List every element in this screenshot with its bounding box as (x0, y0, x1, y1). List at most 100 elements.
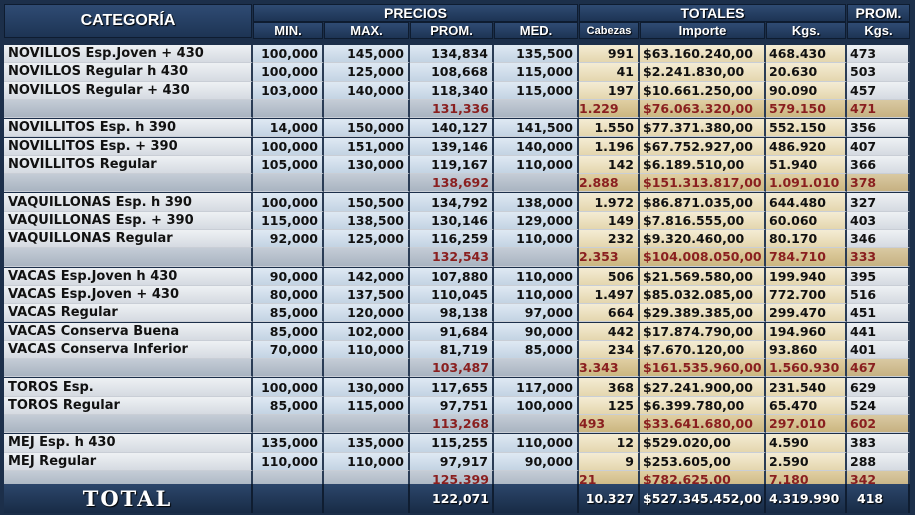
importe-cell: $6.189.510,00 (640, 155, 766, 175)
subtotal-prom-cell: 103,487 (410, 359, 494, 378)
cabezas-cell: 149 (579, 211, 640, 230)
header-med: MED. (494, 22, 578, 39)
subtotal-med-cell (494, 99, 579, 119)
subtotal-categoria-cell (4, 415, 253, 434)
max-cell: 138,500 (324, 211, 410, 230)
med-cell: 100,000 (494, 396, 579, 415)
subtotal-max-cell (324, 415, 410, 434)
med-cell: 117,000 (494, 378, 579, 397)
kgs-cell: 468.430 (766, 45, 847, 64)
med-cell: 115,000 (494, 63, 579, 82)
min-cell: 85,000 (253, 396, 324, 415)
min-cell: 115,000 (253, 211, 324, 230)
max-cell: 102,000 (324, 322, 410, 341)
max-cell: 142,000 (324, 267, 410, 286)
med-cell: 90,000 (494, 452, 579, 471)
max-cell: 137,500 (324, 285, 410, 305)
subtotal-max-cell (324, 248, 410, 267)
subtotal-importe-cell: $161.535.960,00 (640, 359, 766, 378)
cabezas-cell: 1.550 (579, 119, 640, 138)
importe-cell: $63.160.240,00 (640, 45, 766, 64)
total-prom: 122,071 (410, 484, 494, 513)
max-cell: 120,000 (324, 304, 410, 323)
importe-cell: $7.816.555,00 (640, 211, 766, 230)
subtotal-categoria-cell (4, 359, 253, 378)
cabezas-cell: 9 (579, 452, 640, 471)
max-cell: 110,000 (324, 452, 410, 471)
subtotal-kgs-cell: 1.560.930 (766, 359, 847, 378)
med-cell: 110,000 (494, 230, 579, 249)
subtotal-kgs-cell: 1.091.010 (766, 174, 847, 193)
max-cell: 110,000 (324, 340, 410, 360)
subtotal-cabezas-cell: 2.353 (579, 248, 640, 267)
med-cell: 90,000 (494, 322, 579, 341)
prom-cell: 98,138 (410, 304, 494, 323)
categoria-cell: VACAS Regular (4, 304, 253, 323)
subtotal-categoria-cell (4, 174, 253, 193)
categoria-cell: VACAS Conserva Buena (4, 322, 253, 341)
prom-kgs-cell: 451 (847, 304, 910, 323)
subtotal-max-cell (324, 174, 410, 193)
categoria-cell: TOROS Esp. (4, 378, 253, 397)
max-cell: 150,500 (324, 193, 410, 212)
total-empty-min (253, 484, 324, 513)
total-importe: $527.345.452,00 (640, 484, 766, 513)
categoria-cell: TOROS Regular (4, 396, 253, 415)
categoria-cell: NOVILLITOS Esp. + 390 (4, 137, 253, 156)
importe-cell: $529.020,00 (640, 434, 766, 453)
prom-kgs-cell: 403 (847, 211, 910, 230)
categoria-cell: NOVILLOS Regular + 430 (4, 81, 253, 100)
importe-cell: $6.399.780,00 (640, 396, 766, 415)
subtotal-prom-kgs-cell: 602 (847, 415, 910, 434)
subtotal-kgs-cell: 297.010 (766, 415, 847, 434)
subtotal-min-cell (253, 359, 324, 378)
kgs-cell: 2.590 (766, 452, 847, 471)
subtotal-med-cell (494, 415, 579, 434)
subtotal-importe-cell: $33.641.680,00 (640, 415, 766, 434)
kgs-cell: 199.940 (766, 267, 847, 286)
med-cell: 115,000 (494, 81, 579, 100)
importe-cell: $2.241.830,00 (640, 63, 766, 82)
kgs-cell: 4.590 (766, 434, 847, 453)
subtotal-max-cell (324, 359, 410, 378)
prom-cell: 130,146 (410, 211, 494, 230)
min-cell: 100,000 (253, 45, 324, 64)
subtotal-importe-cell: $151.313.817,00 (640, 174, 766, 193)
prom-kgs-cell: 524 (847, 396, 910, 415)
kgs-cell: 772.700 (766, 285, 847, 305)
subtotal-prom-cell: 131,336 (410, 99, 494, 119)
kgs-cell: 20.630 (766, 63, 847, 82)
subtotal-max-cell (324, 99, 410, 119)
subtotal-prom-kgs-cell: 333 (847, 248, 910, 267)
importe-cell: $10.661.250,00 (640, 81, 766, 100)
prom-kgs-cell: 383 (847, 434, 910, 453)
prom-cell: 81,719 (410, 340, 494, 360)
min-cell: 100,000 (253, 378, 324, 397)
prom-cell: 91,684 (410, 322, 494, 341)
subtotal-prom-kgs-cell: 471 (847, 99, 910, 119)
subtotal-med-cell (494, 174, 579, 193)
cabezas-cell: 232 (579, 230, 640, 249)
prom-cell: 97,751 (410, 396, 494, 415)
cabezas-cell: 506 (579, 267, 640, 286)
total-cabezas: 10.327 (579, 484, 640, 513)
header-kgs: Kgs. (766, 22, 846, 39)
cabezas-cell: 1.972 (579, 193, 640, 212)
max-cell: 135,000 (324, 434, 410, 453)
cabezas-cell: 664 (579, 304, 640, 323)
kgs-cell: 644.480 (766, 193, 847, 212)
subtotal-categoria-cell (4, 99, 253, 119)
subtotal-categoria-cell (4, 248, 253, 267)
min-cell: 135,000 (253, 434, 324, 453)
prom-kgs-cell: 395 (847, 267, 910, 286)
prom-kgs-cell: 366 (847, 155, 910, 175)
categoria-cell: VAQUILLONAS Esp. + 390 (4, 211, 253, 230)
subtotal-min-cell (253, 248, 324, 267)
prom-kgs-cell: 327 (847, 193, 910, 212)
subtotal-kgs-cell: 579.150 (766, 99, 847, 119)
cabezas-cell: 1.196 (579, 137, 640, 156)
subtotal-prom-cell: 113,268 (410, 415, 494, 434)
min-cell: 100,000 (253, 137, 324, 156)
importe-cell: $9.320.460,00 (640, 230, 766, 249)
subtotal-prom-cell: 132,543 (410, 248, 494, 267)
